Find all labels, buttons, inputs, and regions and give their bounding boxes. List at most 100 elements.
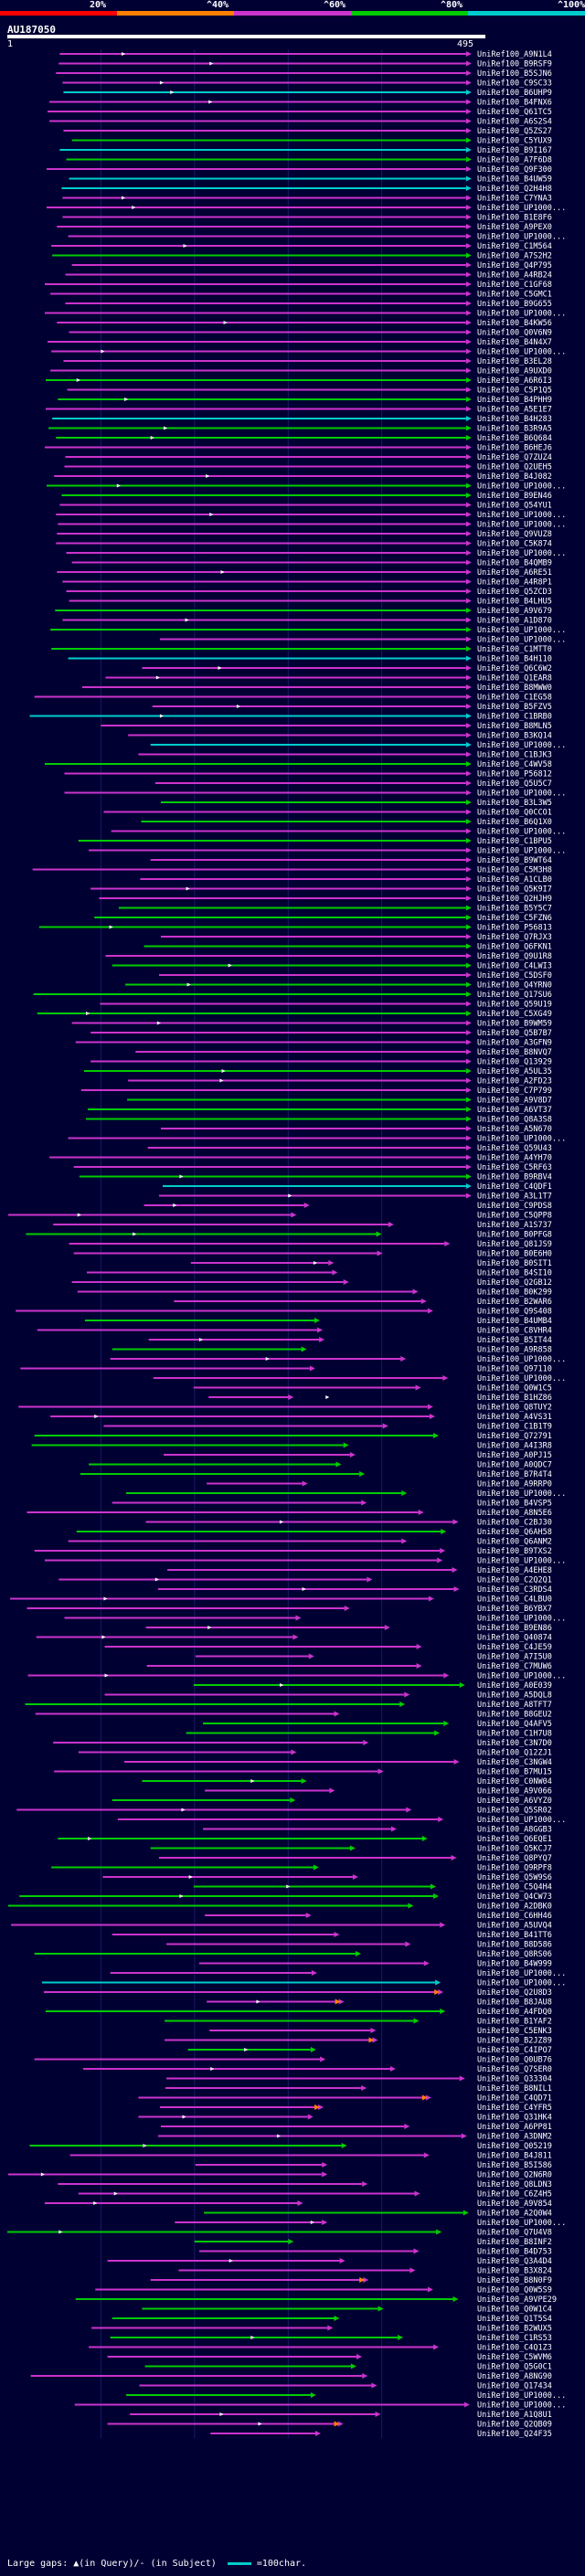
gap-marker <box>103 1596 108 1601</box>
hit-arrow <box>465 166 472 172</box>
hit-label: UniRef100_B9RSF9 <box>477 60 552 69</box>
hit-arrow <box>465 1087 472 1093</box>
hit-label: UniRef100_B0PFG8 <box>477 1231 552 1240</box>
hit-label: UniRef100_B3X824 <box>477 2267 552 2276</box>
hit-label: UniRef100_B9WT64 <box>477 856 552 865</box>
hit-label: UniRef100_Q0UB76 <box>477 2056 552 2065</box>
hit-arrow <box>465 521 472 527</box>
hit-label: UniRef100_C3NGW4 <box>477 1758 552 1767</box>
hit-arrow <box>465 617 472 623</box>
hit-label: UniRef100_B3R9A5 <box>477 425 552 434</box>
hit-arrow <box>465 1126 472 1131</box>
hit-arrow <box>399 1701 406 1707</box>
scale-line <box>227 2561 251 2565</box>
gap-marker <box>94 1415 99 1418</box>
hit-label: UniRef100_C4JE59 <box>477 1643 552 1652</box>
hit-label: UniRef100_Q59U19 <box>477 1001 552 1010</box>
hit-label: UniRef100_B8GEU2 <box>477 1711 552 1720</box>
hit-arrow <box>420 1299 427 1304</box>
gap-marker <box>186 886 190 891</box>
hit-label: UniRef100_A4R8P1 <box>477 578 552 588</box>
hit-label: UniRef100_A6R6I3 <box>477 376 552 386</box>
hit-arrow <box>291 1212 297 1218</box>
hit-arrow <box>465 627 472 632</box>
hit-arrow <box>465 704 472 709</box>
hit-label: UniRef100_UP1000... <box>477 790 566 799</box>
gap-marker <box>236 705 240 708</box>
hit-label: UniRef100_B8NVQ7 <box>477 1048 552 1057</box>
gap-marker <box>219 2412 224 2416</box>
hit-label: UniRef100_C4WV58 <box>477 760 552 769</box>
hit-label: UniRef100_A8N5E6 <box>477 1509 552 1518</box>
gap-marker <box>280 1520 284 1524</box>
hit-arrow <box>465 800 472 805</box>
hit-label: UniRef100_A8NG90 <box>477 2372 552 2381</box>
hit-arrow <box>459 2075 465 2082</box>
hit-label: UniRef100_C5WVM6 <box>477 2353 552 2362</box>
gaps-legend: Large gaps: ▲(in Query)/- (in Subject) <box>7 2559 217 2569</box>
hit-label: UniRef100_Q12ZJ1 <box>477 1749 552 1758</box>
gap-marker <box>121 52 125 56</box>
hit-label: UniRef100_UP1000... <box>477 2391 566 2401</box>
hit-arrow <box>465 713 472 719</box>
hit-arrow <box>401 1538 408 1544</box>
legend-segment <box>351 11 468 16</box>
hit-label: UniRef100_Q4CW73 <box>477 1892 552 1902</box>
hit-arrow <box>465 137 472 143</box>
hit-arrow <box>465 896 472 901</box>
hit-label: UniRef100_B5I586 <box>477 2161 552 2170</box>
hit-label: UniRef100_A2DBK0 <box>477 1903 552 1912</box>
hit-arrow <box>416 1663 422 1669</box>
hit-arrow <box>465 281 472 287</box>
hit-label: UniRef100_C6HH46 <box>477 1912 552 1921</box>
hit-arrow <box>438 1817 444 1822</box>
hit-arrow <box>465 80 472 86</box>
hit-label: UniRef100_Q8PYQ7 <box>477 1854 552 1863</box>
gap-marker <box>40 2172 45 2177</box>
hit-arrow <box>310 2047 316 2052</box>
hit-arrow <box>465 655 472 662</box>
hit-arrow <box>288 1394 294 1400</box>
hit-arrow <box>313 1864 319 1871</box>
hit-label: UniRef100_UP1000... <box>477 549 566 558</box>
hit-arrow <box>465 377 472 383</box>
hit-label: UniRef100_C7MUW6 <box>477 1662 552 1671</box>
hit-label: UniRef100_A3DNM2 <box>477 2133 552 2142</box>
hit-label: UniRef100_B6YBX7 <box>477 1605 552 1614</box>
hit-label: UniRef100_A5DQL8 <box>477 1691 552 1701</box>
gap-marker <box>310 2221 314 2224</box>
hit-label: UniRef100_C5YUX9 <box>477 137 552 146</box>
hit-label: UniRef100_B6Q684 <box>477 434 552 443</box>
hit-arrow <box>307 2114 314 2120</box>
hit-arrow <box>465 90 472 95</box>
hit-arrow <box>465 262 472 268</box>
hit-arrow-alt <box>314 2104 321 2110</box>
hit-label: UniRef100_UP1000... <box>477 847 566 856</box>
gap-marker <box>156 1021 161 1025</box>
hit-label: UniRef100_B2JZ89 <box>477 2037 552 2046</box>
hit-arrow <box>290 1797 296 1803</box>
hit-label: UniRef100_A4YH70 <box>477 1154 552 1163</box>
hit-label: UniRef100_Q5W9S6 <box>477 1873 552 1882</box>
hit-label: UniRef100_UP1000... <box>477 1615 566 1624</box>
hit-arrow <box>427 2286 433 2293</box>
hit-arrow <box>465 694 472 700</box>
gap-marker <box>208 100 213 104</box>
hit-label: UniRef100_C1EG58 <box>477 694 552 703</box>
hit-arrow <box>465 406 472 412</box>
hit-label: UniRef100_Q2GB12 <box>477 1278 552 1288</box>
hit-arrow <box>465 512 472 517</box>
hit-arrow <box>362 2181 368 2187</box>
hit-label: UniRef100_Q17434 <box>477 2382 552 2391</box>
hit-arrow <box>465 463 472 470</box>
hit-label: UniRef100_Q72791 <box>477 1432 552 1441</box>
hit-arrow <box>309 1365 315 1372</box>
hit-arrow <box>427 1404 433 1410</box>
hit-arrow <box>372 2037 378 2043</box>
hit-arrow <box>465 550 472 556</box>
hit-label: UniRef100_UP1000... <box>477 1489 566 1499</box>
hit-arrow <box>423 1960 430 1966</box>
gap-marker <box>209 61 214 66</box>
hit-arrow <box>465 444 472 451</box>
hit-arrow <box>465 233 472 239</box>
